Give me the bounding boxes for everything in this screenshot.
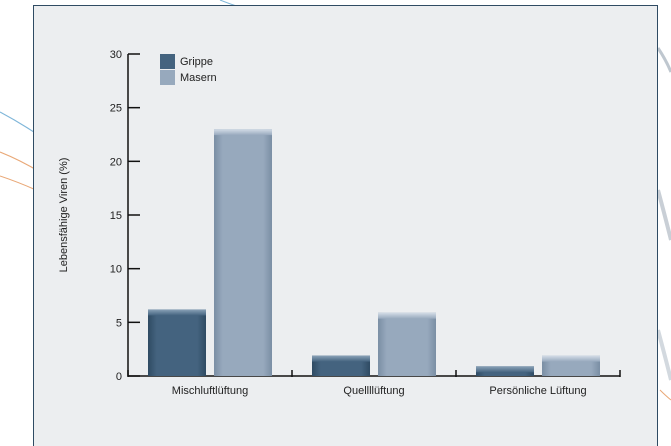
y-axis-label: Lebensfähige Viren (%) bbox=[58, 158, 70, 273]
x-axis: Mischluftlüftung Quellllüftung Persönliche… bbox=[127, 370, 621, 397]
legend: Grippe Masern bbox=[160, 54, 217, 85]
legend-label: Masern bbox=[180, 72, 217, 84]
bar-cap bbox=[148, 309, 206, 316]
y-tick-label: 10 bbox=[110, 264, 122, 276]
legend-label: Grippe bbox=[180, 56, 213, 68]
bar-masern-0 bbox=[214, 129, 272, 376]
y-tick-label: 30 bbox=[110, 49, 122, 61]
y-axis: 0 5 10 15 20 25 30 bbox=[110, 49, 140, 383]
y-tick-label: 0 bbox=[116, 371, 122, 383]
x-tick-label: Mischluftlüftung bbox=[172, 385, 248, 397]
y-tick-label: 25 bbox=[110, 103, 122, 115]
bar-cap bbox=[378, 312, 436, 319]
x-tick-label: Quellllüftung bbox=[343, 385, 404, 397]
bars bbox=[148, 129, 600, 376]
x-tick-label: Persönliche Lüftung bbox=[489, 385, 586, 397]
bar-cap bbox=[312, 355, 370, 362]
bar-masern-1 bbox=[378, 312, 436, 376]
legend-swatch bbox=[160, 54, 175, 69]
bar-grippe-0 bbox=[148, 309, 206, 376]
y-tick-label: 20 bbox=[110, 156, 122, 168]
y-tick-label: 15 bbox=[110, 210, 122, 222]
legend-swatch bbox=[160, 70, 175, 85]
bar-cap bbox=[476, 366, 534, 373]
bar-cap bbox=[542, 355, 600, 362]
y-tick-label: 5 bbox=[116, 317, 122, 329]
bar-cap bbox=[214, 129, 272, 136]
